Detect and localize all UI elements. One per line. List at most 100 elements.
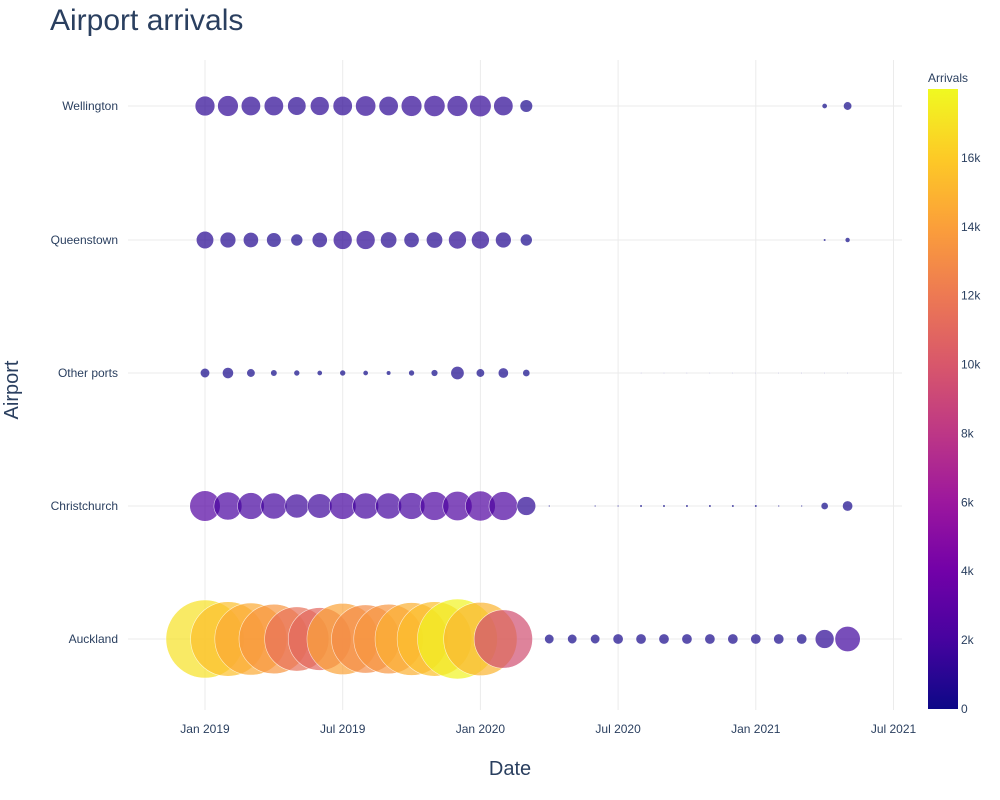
bubble-christchurch (820, 502, 829, 510)
x-tick-label: Jan 2019 (180, 722, 230, 736)
bubble-christchurch (547, 504, 551, 508)
bubble-other-ports (475, 368, 485, 378)
x-tick-label: Jul 2020 (595, 722, 641, 736)
bubble-queenstown (332, 230, 353, 250)
bubble-other-ports (800, 372, 803, 374)
colorbar-tick-label: 8k (961, 426, 975, 440)
bubble-auckland (473, 609, 533, 669)
bubble-other-ports (522, 369, 531, 377)
bubble-christchurch (616, 504, 620, 508)
chart-title: Airport arrivals (50, 4, 243, 37)
bubble-auckland (635, 633, 647, 645)
bubble-wellington (843, 101, 853, 111)
bubble-other-ports (640, 372, 642, 374)
bubble-auckland (612, 633, 624, 645)
bubble-wellington (469, 94, 492, 118)
bubble-wellington (240, 95, 261, 117)
bubble-christchurch (488, 491, 519, 521)
bubble-other-ports (754, 372, 757, 374)
y-tick-label: Wellington (62, 99, 118, 113)
bubble-other-ports (731, 372, 734, 374)
bubble-queenstown (471, 230, 490, 250)
bubble-christchurch (237, 492, 265, 520)
bubble-auckland (834, 625, 861, 653)
bubble-auckland (727, 633, 739, 645)
bubble-other-ports (450, 365, 465, 380)
colorbar-ticks: 0 2k 4k 6k 8k 10k 12k 14k 16k (961, 151, 981, 716)
bubble-wellington (355, 95, 377, 117)
bubble-auckland (773, 633, 785, 645)
colorbar-tick-label: 6k (961, 495, 975, 509)
bubble-other-ports (385, 370, 392, 376)
y-axis-ticks: Auckland Christchurch Other ports Queenstow… (51, 99, 118, 646)
bubble-queenstown (448, 230, 467, 250)
bubble-christchurch (754, 504, 758, 508)
bubble-auckland (814, 629, 835, 649)
bubble-christchurch (593, 504, 597, 508)
bubble-christchurch (708, 504, 712, 508)
y-tick-label: Auckland (69, 632, 118, 646)
y-tick-label: Other ports (58, 366, 118, 380)
colorbar-tick-label: 2k (961, 633, 975, 647)
bubble-wellington (423, 95, 446, 117)
x-tick-label: Jan 2021 (731, 722, 781, 736)
bubble-other-ports (497, 367, 509, 379)
colorbar-tick-label: 16k (961, 151, 981, 165)
bubble-wellington (194, 95, 216, 117)
bubble-other-ports (663, 372, 665, 374)
x-tick-label: Jan 2020 (456, 722, 506, 736)
x-axis-ticks: Jan 2019 Jul 2019 Jan 2020 Jul 2020 Jan 2021… (180, 722, 916, 736)
bubble-wellington (400, 95, 423, 117)
bubble-other-ports (246, 368, 256, 378)
bubble-wellington (263, 95, 284, 117)
bubble-auckland (567, 633, 578, 645)
bubble-other-ports (846, 372, 849, 374)
bubble-wellington (493, 95, 514, 117)
bubble-queenstown (519, 233, 533, 247)
bubble-christchurch (777, 504, 780, 508)
bubble-wellington (446, 95, 469, 117)
bubble-auckland (658, 633, 670, 645)
bubble-queenstown (823, 238, 827, 242)
bubble-christchurch (260, 492, 288, 520)
bubble-auckland (750, 633, 762, 645)
y-axis-title: Airport (1, 360, 23, 419)
bubble-wellington (821, 103, 828, 109)
y-tick-label: Christchurch (51, 499, 118, 513)
colorbar-tick-label: 4k (961, 564, 975, 578)
bubble-queenstown (195, 230, 215, 250)
colorbar-gradient (928, 89, 958, 709)
bubble-auckland (681, 633, 693, 645)
bubble-christchurch (685, 504, 689, 508)
bubble-auckland (796, 633, 808, 645)
x-tick-label: Jul 2021 (871, 722, 917, 736)
colorbar-tick-label: 0 (961, 702, 968, 716)
bubble-queenstown (844, 237, 851, 243)
bubble-wellington (217, 95, 239, 117)
bubble-queenstown (355, 230, 376, 250)
bubble-queenstown (311, 232, 328, 248)
bubble-wellington (332, 95, 353, 117)
bubble-christchurch (842, 500, 854, 512)
bubbles (165, 94, 861, 680)
bubble-christchurch (352, 492, 380, 520)
bubble-other-ports (293, 369, 301, 377)
bubble-other-ports (270, 369, 278, 377)
bubble-queenstown (495, 231, 512, 249)
bubble-christchurch (307, 493, 333, 519)
bubble-christchurch (516, 496, 537, 516)
bubble-auckland (590, 633, 601, 645)
bubble-other-ports (316, 370, 323, 376)
bubble-queenstown (380, 231, 398, 249)
bubble-queenstown (425, 231, 444, 249)
colorbar-title: Arrivals (928, 71, 968, 85)
bubble-christchurch (375, 492, 402, 520)
colorbar-tick-label: 10k (961, 358, 981, 372)
bubble-auckland (704, 633, 716, 645)
bubble-other-ports (362, 370, 369, 376)
bubble-wellington (519, 99, 533, 113)
bubble-queenstown (403, 232, 420, 248)
bubble-other-ports (339, 369, 347, 377)
bubble-queenstown (266, 232, 282, 248)
x-tick-label: Jul 2019 (320, 722, 366, 736)
